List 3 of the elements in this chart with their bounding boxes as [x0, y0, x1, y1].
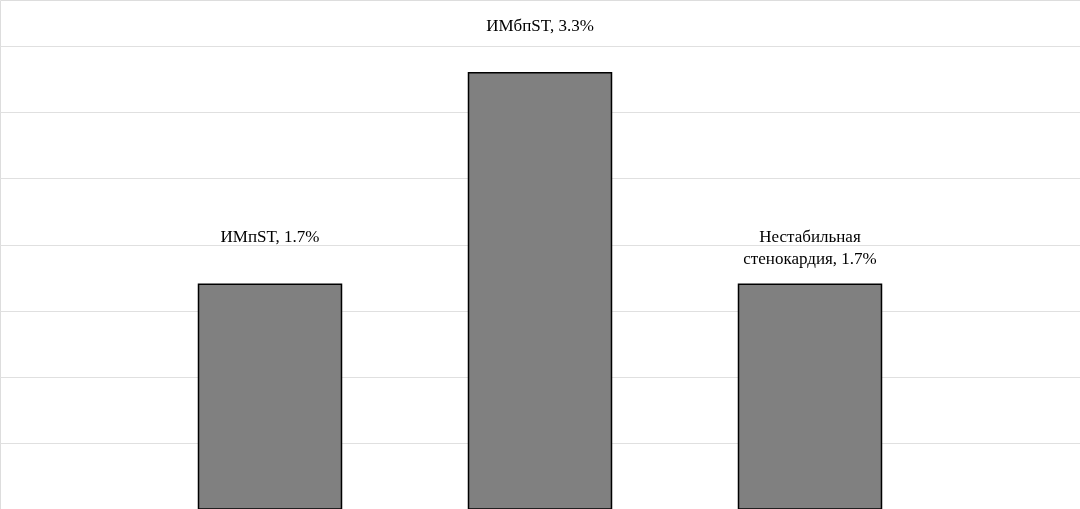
data-label: ИМпST, 1.7%: [220, 227, 320, 247]
data-label: ИМбпST, 3.3%: [486, 15, 594, 35]
data-label: Нестабильная стенокардия, 1.7%: [743, 227, 877, 269]
